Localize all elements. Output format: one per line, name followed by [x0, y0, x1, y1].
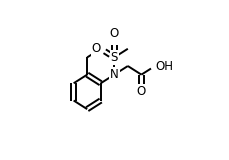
Text: N: N	[110, 68, 119, 81]
Text: O: O	[91, 42, 101, 55]
Text: O: O	[110, 27, 119, 40]
Text: OH: OH	[155, 60, 173, 72]
Text: S: S	[111, 51, 118, 64]
Text: O: O	[137, 85, 146, 98]
